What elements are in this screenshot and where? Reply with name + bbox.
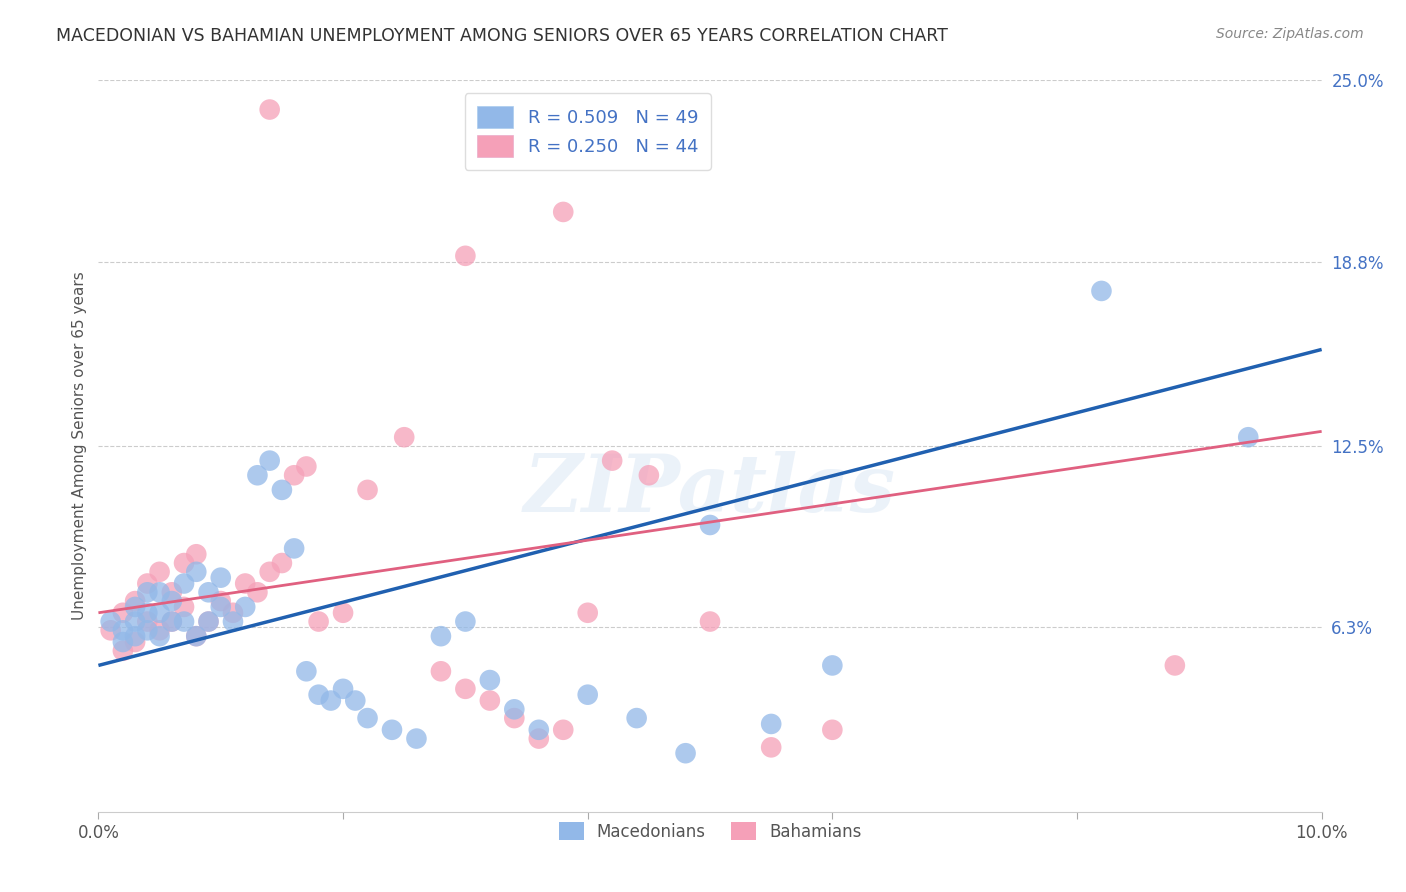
Point xyxy=(149,629,172,643)
Point xyxy=(478,693,501,707)
Point xyxy=(503,702,526,716)
Point xyxy=(283,468,305,483)
Point xyxy=(173,576,195,591)
Point xyxy=(246,468,269,483)
Point xyxy=(344,693,367,707)
Point xyxy=(233,576,256,591)
Point xyxy=(160,615,183,629)
Point xyxy=(270,556,292,570)
Point xyxy=(392,430,416,444)
Point xyxy=(295,665,318,679)
Point xyxy=(100,624,122,638)
Point xyxy=(173,615,195,629)
Text: MACEDONIAN VS BAHAMIAN UNEMPLOYMENT AMONG SENIORS OVER 65 YEARS CORRELATION CHAR: MACEDONIAN VS BAHAMIAN UNEMPLOYMENT AMON… xyxy=(56,27,948,45)
Point xyxy=(675,746,697,760)
Point xyxy=(454,615,477,629)
Point xyxy=(173,599,195,614)
Point xyxy=(430,629,453,643)
Point xyxy=(233,599,256,614)
Point xyxy=(186,565,208,579)
Point xyxy=(454,681,477,696)
Point xyxy=(186,629,208,643)
Point xyxy=(699,518,721,533)
Point xyxy=(173,556,195,570)
Point xyxy=(478,673,501,687)
Point xyxy=(222,606,245,620)
Point xyxy=(246,585,269,599)
Point xyxy=(124,629,146,643)
Point xyxy=(381,723,404,737)
Point xyxy=(149,565,172,579)
Point xyxy=(283,541,305,556)
Point xyxy=(600,453,623,467)
Point xyxy=(124,635,146,649)
Point xyxy=(149,585,172,599)
Point xyxy=(111,635,134,649)
Point xyxy=(197,585,219,599)
Point xyxy=(136,576,159,591)
Point xyxy=(626,711,648,725)
Point xyxy=(430,665,453,679)
Point xyxy=(197,615,219,629)
Point xyxy=(136,585,159,599)
Point xyxy=(136,624,159,638)
Point xyxy=(637,468,661,483)
Point xyxy=(356,483,378,497)
Point xyxy=(100,615,122,629)
Point xyxy=(503,711,526,725)
Point xyxy=(136,615,159,629)
Point xyxy=(553,205,575,219)
Point xyxy=(454,249,477,263)
Point xyxy=(576,606,599,620)
Point xyxy=(136,606,159,620)
Point xyxy=(821,723,844,737)
Point xyxy=(332,606,354,620)
Point xyxy=(149,624,172,638)
Point xyxy=(759,740,782,755)
Point xyxy=(356,711,378,725)
Point xyxy=(124,599,146,614)
Point xyxy=(405,731,427,746)
Point xyxy=(1090,284,1112,298)
Point xyxy=(209,599,232,614)
Point xyxy=(699,615,721,629)
Legend: Macedonians, Bahamians: Macedonians, Bahamians xyxy=(551,816,869,847)
Point xyxy=(553,723,575,737)
Text: ZIPatlas: ZIPatlas xyxy=(524,451,896,529)
Point xyxy=(259,565,281,579)
Point xyxy=(111,644,134,658)
Point xyxy=(821,658,844,673)
Point xyxy=(124,615,146,629)
Point xyxy=(149,606,172,620)
Point xyxy=(111,606,134,620)
Point xyxy=(295,459,318,474)
Point xyxy=(332,681,354,696)
Point xyxy=(1237,430,1260,444)
Point xyxy=(111,624,134,638)
Point xyxy=(527,731,550,746)
Point xyxy=(209,571,232,585)
Y-axis label: Unemployment Among Seniors over 65 years: Unemployment Among Seniors over 65 years xyxy=(72,272,87,620)
Point xyxy=(308,688,330,702)
Point xyxy=(1164,658,1187,673)
Point xyxy=(759,717,782,731)
Point xyxy=(160,585,183,599)
Point xyxy=(259,453,281,467)
Point xyxy=(527,723,550,737)
Point xyxy=(259,103,281,117)
Point xyxy=(197,615,219,629)
Point xyxy=(186,547,208,561)
Point xyxy=(160,615,183,629)
Point xyxy=(576,688,599,702)
Point xyxy=(222,615,245,629)
Point xyxy=(124,594,146,608)
Point xyxy=(209,594,232,608)
Point xyxy=(186,629,208,643)
Point xyxy=(308,615,330,629)
Text: Source: ZipAtlas.com: Source: ZipAtlas.com xyxy=(1216,27,1364,41)
Point xyxy=(270,483,292,497)
Point xyxy=(319,693,342,707)
Point xyxy=(160,594,183,608)
